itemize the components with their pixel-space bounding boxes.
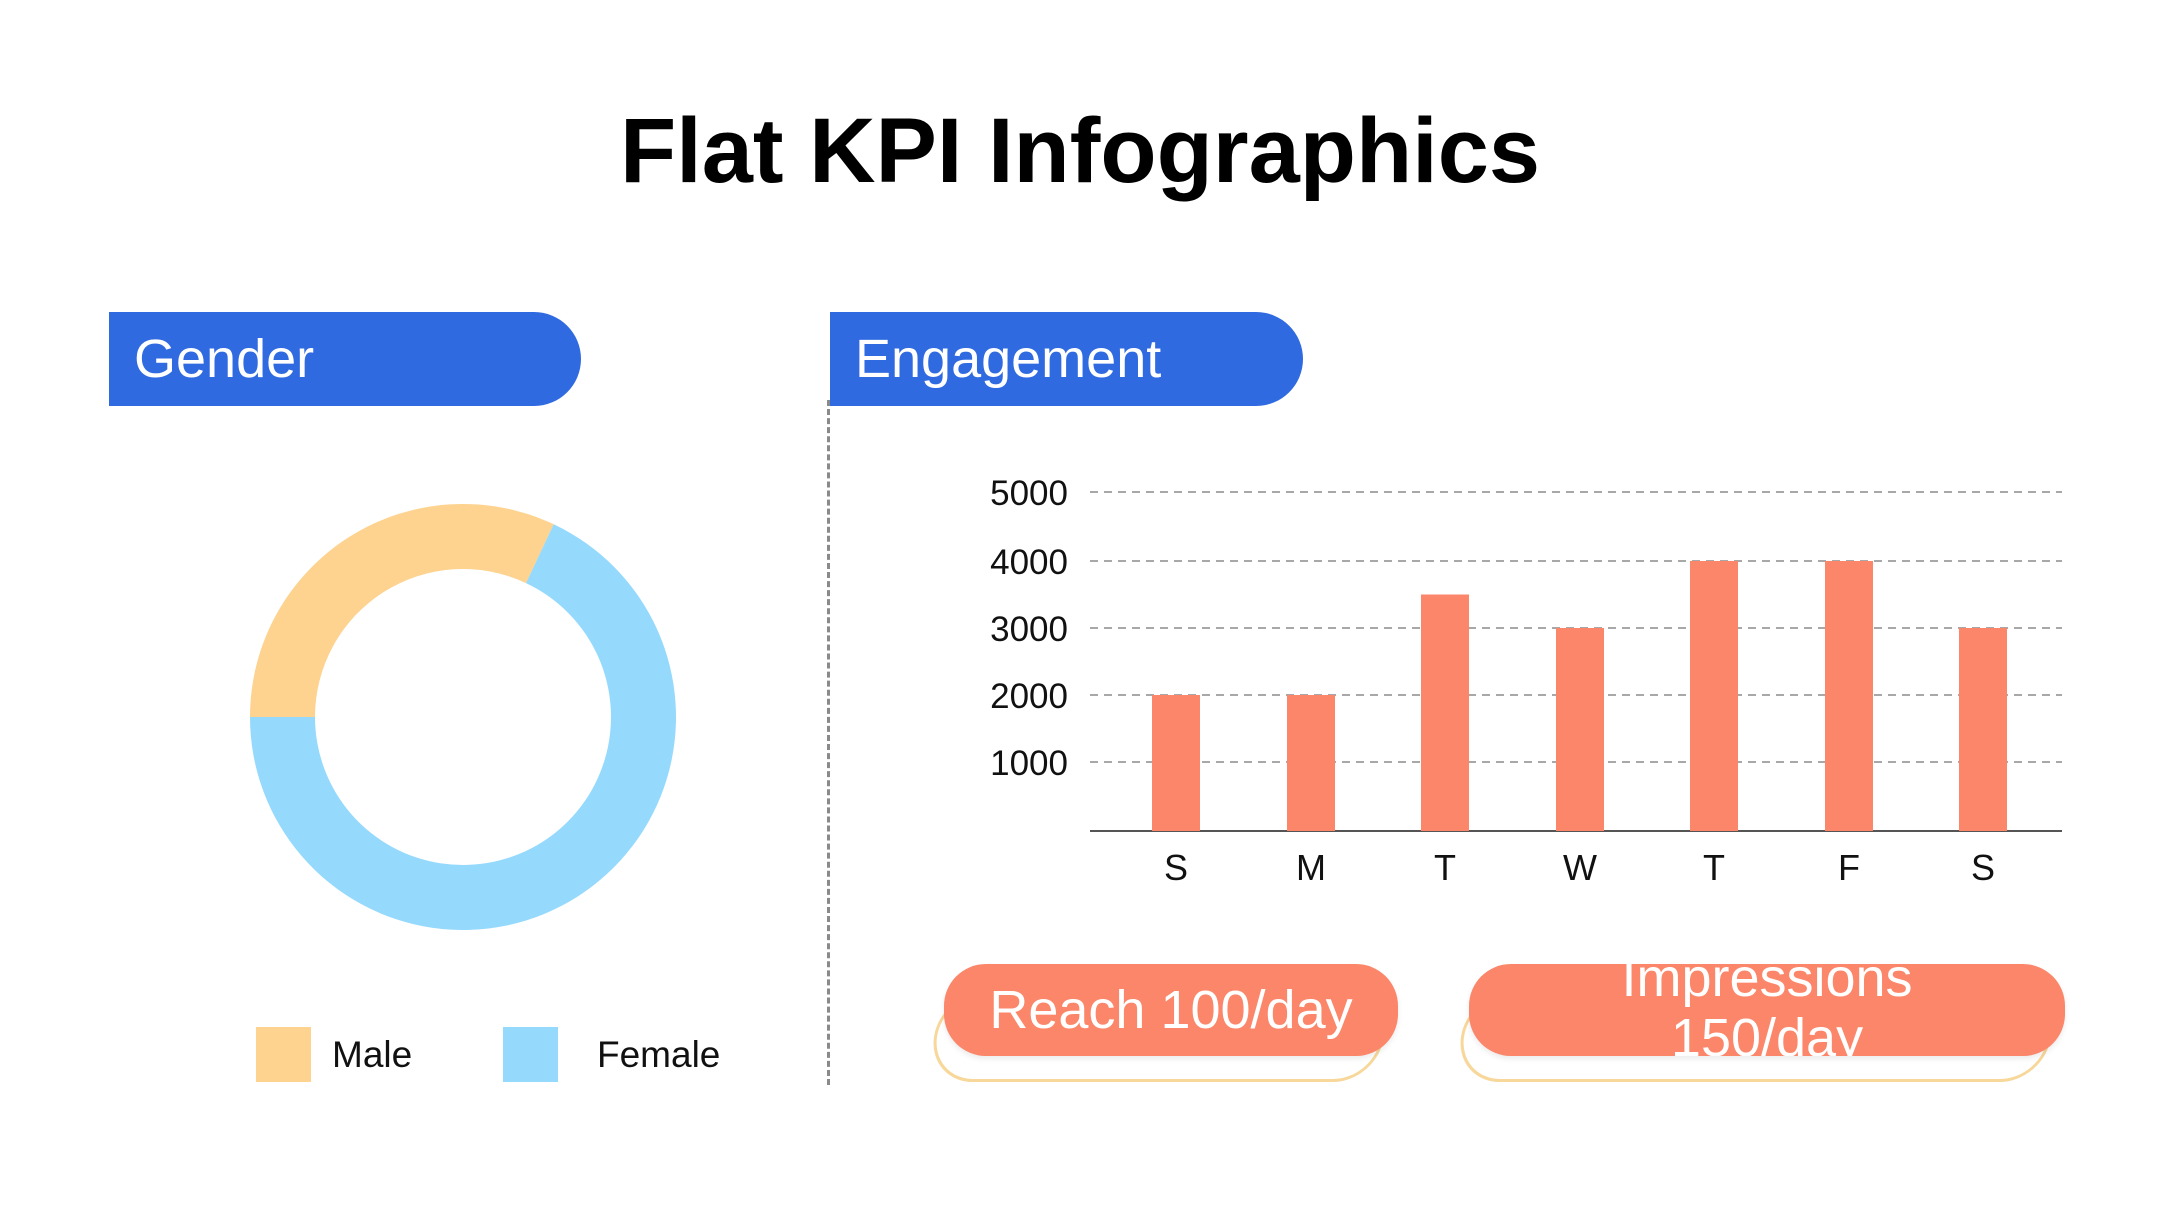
gender-header: Gender	[109, 312, 581, 406]
donut-slice-male	[250, 504, 554, 717]
y-tick-label-1000: 1000	[990, 744, 1068, 783]
y-tick-label-4000: 4000	[990, 543, 1068, 582]
page-title: Flat KPI Infographics	[619, 100, 1541, 202]
y-tick-label-5000: 5000	[990, 474, 1068, 513]
y-tick-label-3000: 3000	[990, 610, 1068, 649]
bar-3	[1556, 628, 1604, 831]
legend-label-male: Male	[332, 1034, 412, 1075]
engagement-header: Engagement	[830, 312, 1303, 406]
kpi-impressions-text: Impressions 150/day	[1621, 964, 1913, 1056]
bar-2	[1421, 594, 1469, 831]
x-tick-label-3: W	[1563, 847, 1597, 888]
legend-swatch-male	[256, 1027, 311, 1082]
bar-5	[1825, 561, 1873, 831]
bar-0	[1152, 695, 1200, 831]
bar-4	[1690, 561, 1738, 831]
y-tick-label-2000: 2000	[990, 677, 1068, 716]
kpi-reach-label: Reach 100/day	[944, 964, 1398, 1056]
panel-divider	[827, 400, 830, 1085]
gender-legend: Male Female	[256, 1027, 720, 1082]
bar-6	[1959, 628, 2007, 831]
kpi-impressions-card: Impressions 150/day	[1454, 964, 2065, 1090]
x-tick-label-2: T	[1434, 847, 1456, 888]
kpi-reach-card: Reach 100/day	[927, 964, 1398, 1090]
x-tick-label-5: F	[1838, 847, 1860, 888]
x-tick-label-1: M	[1296, 847, 1326, 888]
legend-swatch-female	[503, 1027, 558, 1082]
gender-donut-chart	[250, 504, 676, 930]
x-tick-label-6: S	[1971, 847, 1995, 888]
bar-1	[1287, 695, 1335, 831]
engagement-bar-chart: 1000 2000 3000 4000 5000 S M T W T F S	[990, 474, 2062, 888]
kpi-impressions-label: Impressions 150/day	[1469, 964, 2065, 1056]
donut-slice-female	[250, 524, 676, 930]
legend-label-female: Female	[597, 1034, 720, 1075]
x-tick-label-4: T	[1703, 847, 1725, 888]
x-tick-label-0: S	[1164, 847, 1188, 888]
